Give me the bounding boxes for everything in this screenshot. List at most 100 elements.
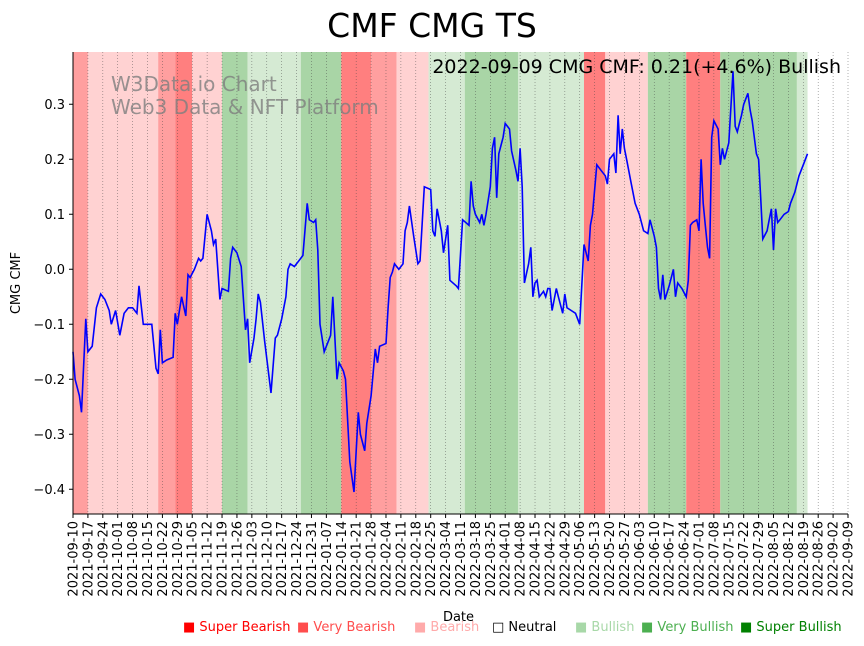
x-tick-label: 2022-04-22 (543, 521, 558, 597)
sentiment-band (371, 52, 397, 514)
sentiment-band (464, 52, 518, 514)
legend-item: ■ Bearish (414, 620, 479, 635)
x-tick-label: 2021-10-29 (171, 521, 186, 597)
sentiment-band (87, 52, 159, 514)
x-tick-label: 2021-12-10 (260, 521, 275, 597)
x-tick-label: 2022-02-11 (394, 521, 409, 597)
legend-item: ■ Very Bullish (641, 620, 734, 635)
x-tick-label: 2021-10-15 (141, 521, 156, 597)
legend-swatch: ■ (183, 620, 196, 635)
x-tick-label: 2022-08-05 (767, 521, 782, 597)
sentiment-band (686, 52, 721, 514)
legend-label: Super Bearish (195, 620, 291, 635)
x-tick-label: 2021-11-19 (216, 521, 231, 597)
legend-swatch: ■ (575, 620, 588, 635)
x-tick-label: 2022-05-20 (603, 521, 618, 597)
legend-label: Neutral (504, 620, 557, 635)
legend-swatch: ■ (297, 620, 310, 635)
legend-swatch: □ (492, 620, 505, 635)
x-tick-label: 2022-08-19 (797, 521, 812, 597)
x-tick-label: 2021-12-24 (290, 521, 305, 597)
x-tick-label: 2022-08-26 (812, 521, 827, 597)
sentiment-band (158, 52, 176, 514)
sentiment-band (73, 52, 88, 514)
legend-label: Bearish (426, 620, 480, 635)
y-axis-label: CMG CMF (9, 252, 24, 314)
sentiment-band (517, 52, 584, 514)
cmf-series-line (72, 71, 809, 493)
sentiment-band (247, 52, 301, 514)
x-tick-label: 2021-11-26 (230, 521, 245, 597)
x-tick-label: 2022-06-24 (678, 521, 693, 597)
x-tick-label: 2022-08-12 (782, 521, 797, 597)
x-tick-label: 2022-07-29 (752, 521, 767, 597)
x-tick-label: 2022-01-21 (350, 521, 365, 597)
x-tick-label: 2022-03-18 (469, 521, 484, 597)
legend-item: ■ Bullish (575, 620, 634, 635)
chart-title: CMF CMG TS (327, 6, 537, 45)
legend-label: Very Bearish (309, 620, 396, 635)
x-tick-label: 2022-09-02 (827, 521, 842, 597)
x-tick-label: 2022-03-25 (484, 521, 499, 597)
x-tick-label: 2021-10-08 (126, 521, 141, 597)
legend-swatch: ■ (740, 620, 753, 635)
y-tick-label: −0.2 (33, 373, 65, 388)
x-tick-label: 2022-05-13 (588, 521, 603, 597)
x-tick-label: 2022-02-04 (379, 521, 394, 597)
latest-value-annotation: 2022-09-09 CMG CMF: 0.21(+4.6%) Bullish (432, 56, 841, 78)
y-tick-label: 0.2 (44, 153, 65, 168)
sentiment-band (222, 52, 248, 514)
y-tick-label: 0.3 (44, 98, 65, 113)
x-tick-label: 2021-10-22 (156, 521, 171, 597)
x-tick-label: 2021-09-10 (67, 521, 82, 597)
x-tick-label: 2022-07-22 (737, 521, 752, 597)
chart-legend: ■ Super Bearish ■ Very Bearish ■ Bearish □ … (0, 620, 864, 640)
x-tick-label: 2022-04-01 (499, 521, 514, 597)
legend-swatch: ■ (414, 620, 427, 635)
x-tick-label: 2022-06-03 (633, 521, 648, 597)
legend-swatch: ■ (641, 620, 654, 635)
x-tick-label: 2021-11-12 (201, 521, 216, 597)
legend-label: Super Bullish (752, 620, 842, 635)
x-axis-label: Date (443, 610, 474, 625)
x-tick-label: 2022-06-17 (663, 521, 678, 597)
x-tick-label: 2022-05-27 (618, 521, 633, 597)
legend-item: □ Neutral (492, 620, 556, 635)
y-tick-label: 0.1 (44, 208, 65, 223)
sentiment-band (605, 52, 648, 514)
x-tick-label: 2022-05-06 (573, 521, 588, 597)
sentiment-band (175, 52, 193, 514)
x-tick-label: 2022-01-28 (365, 521, 380, 597)
x-tick-label: 2022-04-08 (514, 521, 529, 597)
legend-label: Bullish (587, 620, 635, 635)
x-tick-label: 2021-12-17 (275, 521, 290, 597)
x-tick-label: 2021-11-05 (186, 521, 201, 597)
x-tick-label: 2022-07-15 (722, 521, 737, 597)
y-tick-label: −0.4 (33, 483, 65, 498)
sentiment-band (796, 52, 808, 514)
x-tick-label: 2022-09-09 (842, 521, 857, 597)
x-tick-label: 2022-03-11 (454, 521, 469, 597)
x-tick-label: 2022-01-07 (320, 521, 335, 597)
x-tick-label: 2022-07-01 (692, 521, 707, 597)
legend-label: Very Bullish (653, 620, 734, 635)
x-tick-label: 2022-04-29 (558, 521, 573, 597)
x-tick-label: 2022-03-04 (439, 521, 454, 597)
legend-item: ■ Super Bullish (740, 620, 842, 635)
x-tick-label: 2021-12-31 (305, 521, 320, 597)
sentiment-band (647, 52, 687, 514)
sentiment-band (396, 52, 429, 514)
x-tick-label: 2021-09-17 (81, 521, 96, 597)
x-tick-label: 2022-04-15 (529, 521, 544, 597)
y-tick-label: −0.3 (33, 428, 65, 443)
y-tick-label: −0.1 (33, 318, 65, 333)
x-tick-label: 2021-10-01 (111, 521, 126, 597)
x-tick-label: 2022-07-08 (707, 521, 722, 597)
legend-item: ■ Very Bearish (297, 620, 395, 635)
sentiment-band (300, 52, 342, 514)
watermark-line: Web3 Data & NFT Platform (111, 95, 379, 119)
legend-item: ■ Super Bearish (183, 620, 291, 635)
x-tick-label: 2022-02-25 (424, 521, 439, 597)
